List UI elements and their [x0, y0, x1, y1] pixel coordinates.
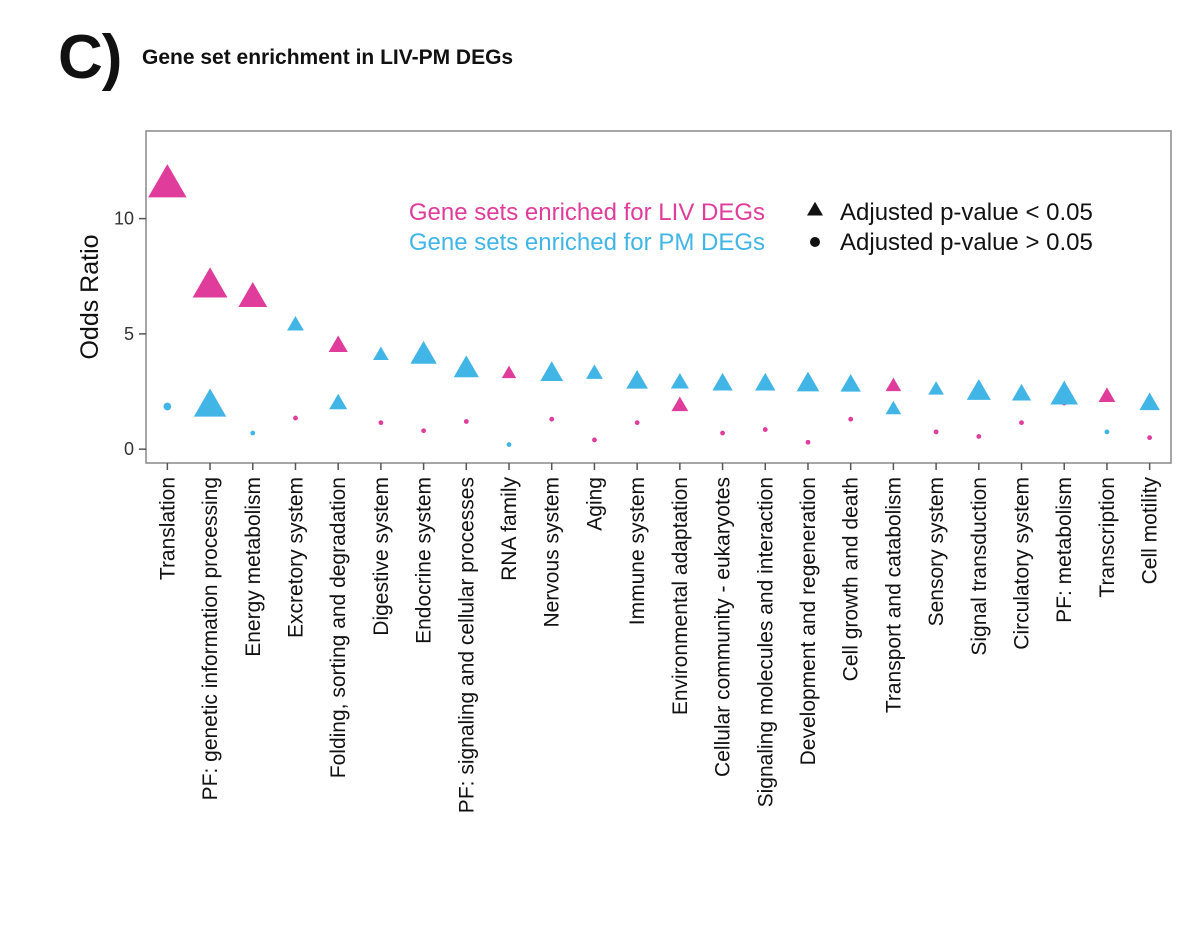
x-tick-label: Transcription [1096, 477, 1119, 598]
x-tick-label: Development and regeneration [797, 477, 820, 765]
point-pm-significant [796, 371, 820, 392]
point-liv-nonsignificant [1147, 435, 1153, 441]
point-liv-nonsignificant [976, 434, 982, 439]
legend-triangle-marker [807, 201, 823, 216]
x-tick-label: Circulatory system [1011, 477, 1034, 650]
x-tick-label: Nervous system [541, 477, 564, 628]
point-pm-significant [966, 379, 991, 400]
x-tick-label: Energy metabolism [242, 477, 265, 657]
x-tick-label: PF: metabolism [1053, 477, 1076, 623]
x-tick-label: Environmental adaptation [669, 477, 692, 715]
x-tick-label: Signaling molecules and interaction [754, 477, 777, 807]
x-tick-label: Endocrine system [413, 477, 436, 644]
figure-title: Gene set enrichment in LIV-PM DEGs [142, 46, 514, 69]
point-pm-nonsignificant [163, 402, 172, 411]
point-pm-significant [540, 361, 564, 381]
x-tick-label: Aging [583, 477, 606, 531]
x-tick-label: Cell motility [1139, 477, 1162, 585]
x-tick-label: Cell growth and death [840, 477, 863, 681]
x-axis: Translation PF: genetic information proce… [156, 463, 1162, 813]
legend-circle-marker [810, 237, 820, 247]
point-liv-nonsignificant [805, 439, 811, 445]
point-liv-nonsignificant [933, 429, 939, 435]
point-liv-nonsignificant [634, 420, 640, 426]
y-tick-label: 5 [124, 324, 134, 344]
point-liv-significant [671, 396, 689, 412]
y-axis: 0 5 10 [114, 209, 146, 459]
x-tick-label: Digestive system [370, 477, 393, 636]
point-liv-nonsignificant [848, 416, 854, 422]
point-pm-significant [329, 393, 348, 410]
point-pm-significant [586, 364, 603, 379]
legend-series-liv: Gene sets enriched for LIV DEGs [409, 199, 765, 226]
point-liv-significant [238, 282, 268, 307]
point-liv-nonsignificant [592, 437, 597, 443]
point-liv-nonsignificant [720, 430, 725, 436]
point-pm-nonsignificant [250, 430, 256, 436]
point-pm-significant [453, 355, 479, 378]
point-liv-significant [1098, 387, 1116, 402]
x-tick-label: Transport and catabolism [882, 477, 905, 713]
point-pm-significant [410, 340, 437, 364]
x-tick-label: Sensory system [925, 477, 948, 626]
y-tick-label: 0 [124, 439, 134, 459]
point-liv-significant [148, 164, 187, 198]
y-axis-title: Odds Ratio [76, 234, 104, 359]
data-points [148, 164, 1160, 447]
point-pm-significant [626, 369, 648, 389]
point-liv-significant [885, 377, 902, 392]
point-pm-significant [193, 388, 227, 417]
point-pm-significant [373, 346, 389, 361]
x-tick-label: Immune system [626, 477, 649, 625]
point-liv-nonsignificant [378, 420, 384, 426]
x-tick-label: PF: signaling and cellular processes [455, 477, 478, 813]
legend-series-pm: Gene sets enriched for PM DEGs [409, 229, 765, 256]
y-tick-label: 10 [114, 209, 134, 229]
point-pm-significant [928, 381, 944, 395]
point-pm-nonsignificant [1104, 429, 1110, 435]
point-liv-nonsignificant [463, 419, 469, 424]
x-tick-label: PF: genetic information processing [199, 477, 222, 800]
legend: Gene sets enriched for LIV DEGs Gene set… [409, 199, 1093, 256]
legend-nonsignificant-label: Adjusted p-value > 0.05 [840, 229, 1093, 256]
point-liv-nonsignificant [762, 427, 768, 432]
point-pm-significant [755, 372, 776, 391]
point-pm-significant [1011, 383, 1032, 401]
point-liv-nonsignificant [549, 416, 555, 422]
point-pm-significant [287, 315, 304, 331]
legend-significant-label: Adjusted p-value < 0.05 [840, 199, 1093, 226]
point-pm-significant [1050, 380, 1079, 405]
point-pm-nonsignificant [506, 442, 512, 447]
x-tick-label: Translation [156, 477, 179, 580]
plot-frame [145, 130, 1172, 464]
point-pm-significant [712, 372, 733, 391]
point-liv-significant [328, 335, 348, 353]
point-liv-nonsignificant [293, 415, 298, 421]
point-pm-significant [670, 372, 689, 389]
x-tick-label: Cellular community - eukaryotes [712, 477, 735, 777]
point-pm-significant [840, 374, 861, 392]
x-tick-label: Excretory system [284, 477, 307, 638]
point-liv-significant [501, 365, 517, 379]
x-tick-label: Folding, sorting and degradation [327, 477, 350, 778]
point-pm-significant [1139, 392, 1160, 411]
point-liv-nonsignificant [421, 428, 427, 434]
panel-label: C) [58, 23, 122, 92]
x-tick-label: RNA family [498, 477, 521, 581]
point-pm-significant [885, 400, 902, 415]
x-tick-label: Signal transduction [968, 477, 991, 656]
point-liv-nonsignificant [1019, 420, 1024, 426]
point-liv-significant [192, 267, 228, 298]
